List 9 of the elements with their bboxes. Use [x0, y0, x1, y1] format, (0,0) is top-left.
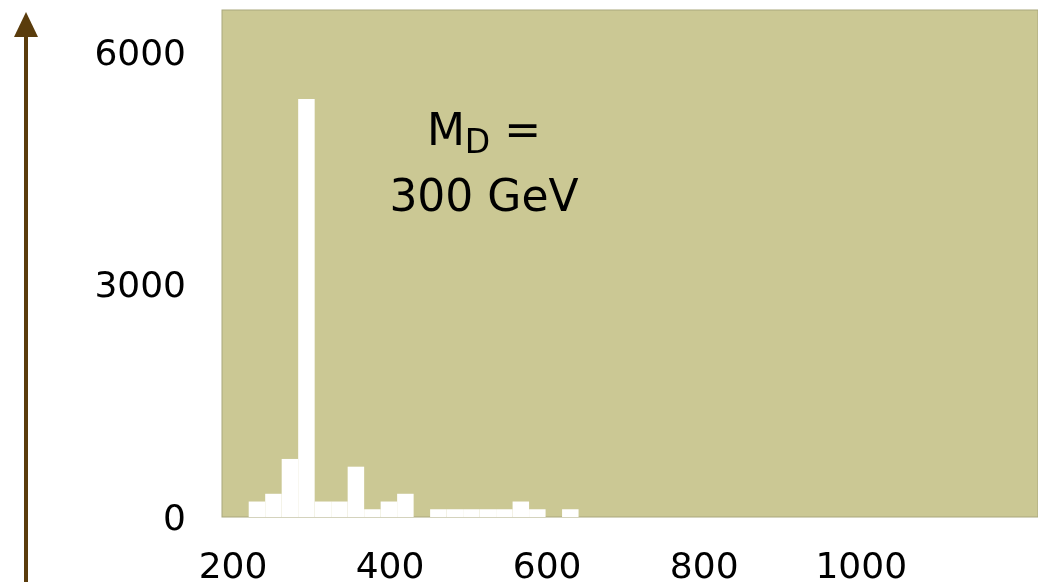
x-tick-label: 1000	[815, 545, 908, 582]
y-tick-label: 3000	[94, 264, 186, 306]
y-tick-label: 0	[163, 496, 186, 538]
x-tick-label: 600	[512, 545, 582, 582]
annotation: M$_{D}$ = 300 GeV	[389, 104, 579, 221]
x-tick-label: 400	[355, 545, 425, 582]
x-tick-label: 800	[669, 545, 739, 582]
x-tick-label: 200	[198, 545, 268, 582]
y-tick-label: 6000	[94, 32, 186, 74]
